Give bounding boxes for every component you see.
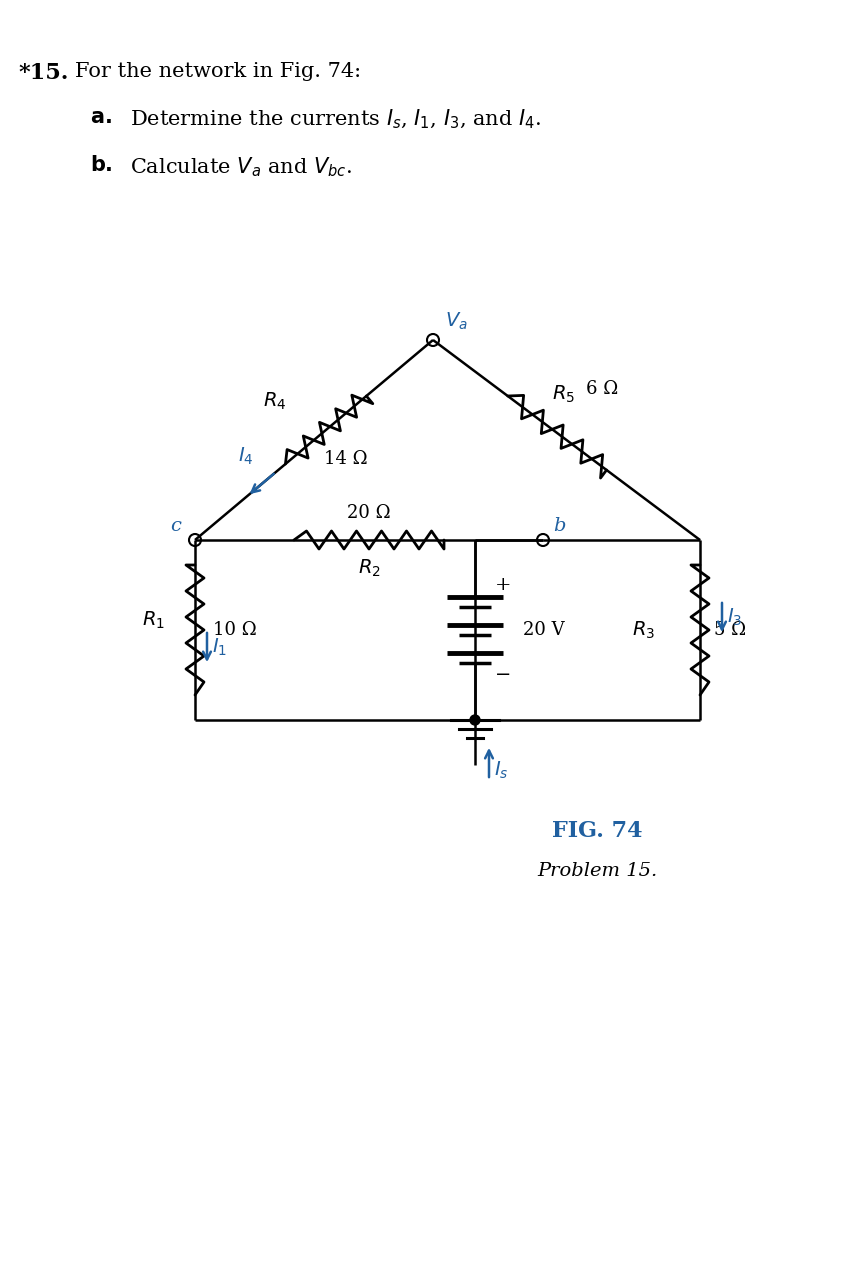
Text: 5 Ω: 5 Ω bbox=[714, 621, 746, 639]
Text: Calculate $V_a$ and $V_{bc}$.: Calculate $V_a$ and $V_{bc}$. bbox=[130, 155, 352, 179]
Text: $R_4$: $R_4$ bbox=[262, 390, 286, 412]
Text: Problem 15.: Problem 15. bbox=[538, 861, 657, 881]
Text: 6 Ω: 6 Ω bbox=[586, 380, 618, 398]
Text: *15.: *15. bbox=[18, 61, 68, 84]
Text: 14 Ω: 14 Ω bbox=[324, 451, 368, 468]
Text: $\mathbf{b.}$: $\mathbf{b.}$ bbox=[90, 155, 113, 175]
Text: FIG. 74: FIG. 74 bbox=[553, 820, 643, 842]
Text: $R_1$: $R_1$ bbox=[142, 609, 165, 631]
Text: $I_4$: $I_4$ bbox=[238, 445, 254, 467]
Text: +: + bbox=[495, 576, 512, 594]
Text: $\mathbf{a.}$: $\mathbf{a.}$ bbox=[90, 108, 112, 127]
Text: 20 Ω: 20 Ω bbox=[347, 504, 391, 522]
Text: $R_5$: $R_5$ bbox=[552, 384, 574, 404]
Text: $I_3$: $I_3$ bbox=[727, 607, 742, 628]
Text: $R_2$: $R_2$ bbox=[358, 558, 380, 580]
Text: Determine the currents $I_s$, $I_1$, $I_3$, and $I_4$.: Determine the currents $I_s$, $I_1$, $I_… bbox=[130, 108, 541, 132]
Text: $R_3$: $R_3$ bbox=[632, 620, 655, 641]
Text: 10 Ω: 10 Ω bbox=[213, 621, 256, 639]
Text: 20 V: 20 V bbox=[523, 621, 565, 639]
Text: c: c bbox=[170, 517, 181, 535]
Text: For the network in Fig. 74:: For the network in Fig. 74: bbox=[75, 61, 361, 81]
Text: $V_a$: $V_a$ bbox=[445, 311, 468, 332]
Text: $I_1$: $I_1$ bbox=[212, 637, 227, 658]
Text: −: − bbox=[495, 666, 512, 684]
Circle shape bbox=[470, 716, 480, 724]
Text: $I_s$: $I_s$ bbox=[494, 760, 508, 781]
Text: b: b bbox=[553, 517, 565, 535]
